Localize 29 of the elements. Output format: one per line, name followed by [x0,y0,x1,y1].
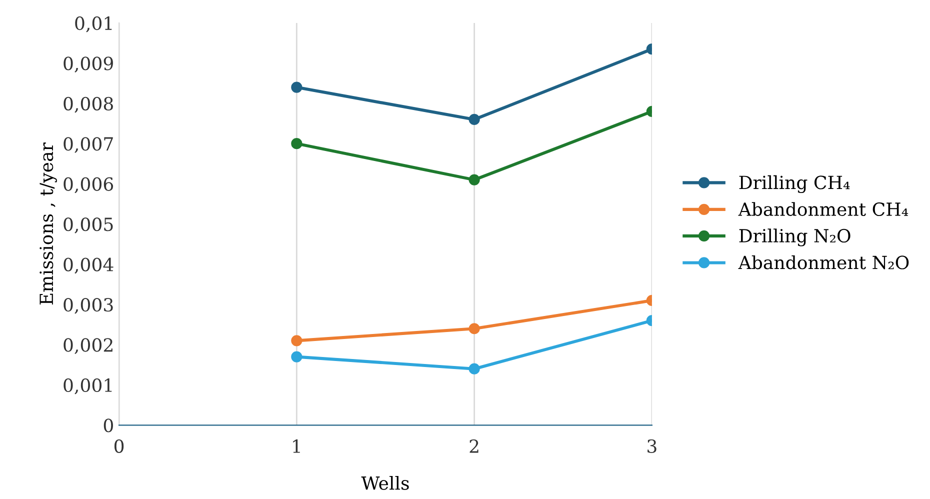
point [291,138,302,150]
x-tick-label: 2 [470,439,478,453]
y-tick-label: 0,008 [64,96,113,113]
y-axis-title: Emissions , t/year [40,142,57,305]
y-tick-label: 0,002 [64,338,112,354]
legend-label: Drilling N₂O [739,228,850,246]
y-tick-label: 0,005 [64,218,113,234]
y-tick-label: 0,01 [75,16,112,32]
point [291,351,302,362]
y-tick-label: 0,004 [64,258,114,274]
point [468,114,480,126]
x-tick-label: 1 [293,439,300,453]
x-tick-label: 0 [114,439,124,454]
point [468,323,480,334]
y-tick-label: 0 [104,418,113,432]
point [468,174,480,186]
legend-label: Abandonment CH₄ [738,202,908,216]
legend-label: Abandonment N₂O [738,255,909,270]
point [291,82,302,93]
point [468,363,480,374]
y-tick-label: 0,009 [64,56,113,72]
x-tick-label: 3 [648,439,656,454]
y-tick-label: 0,001 [64,378,112,394]
y-tick-label: 0,003 [64,298,113,314]
x-axis-title: Wells [361,476,409,490]
y-tick-label: 0,007 [64,137,113,153]
point [291,335,302,346]
legend-label: Drilling CH₄ [739,175,850,194]
y-tick-label: 0,006 [64,177,114,194]
